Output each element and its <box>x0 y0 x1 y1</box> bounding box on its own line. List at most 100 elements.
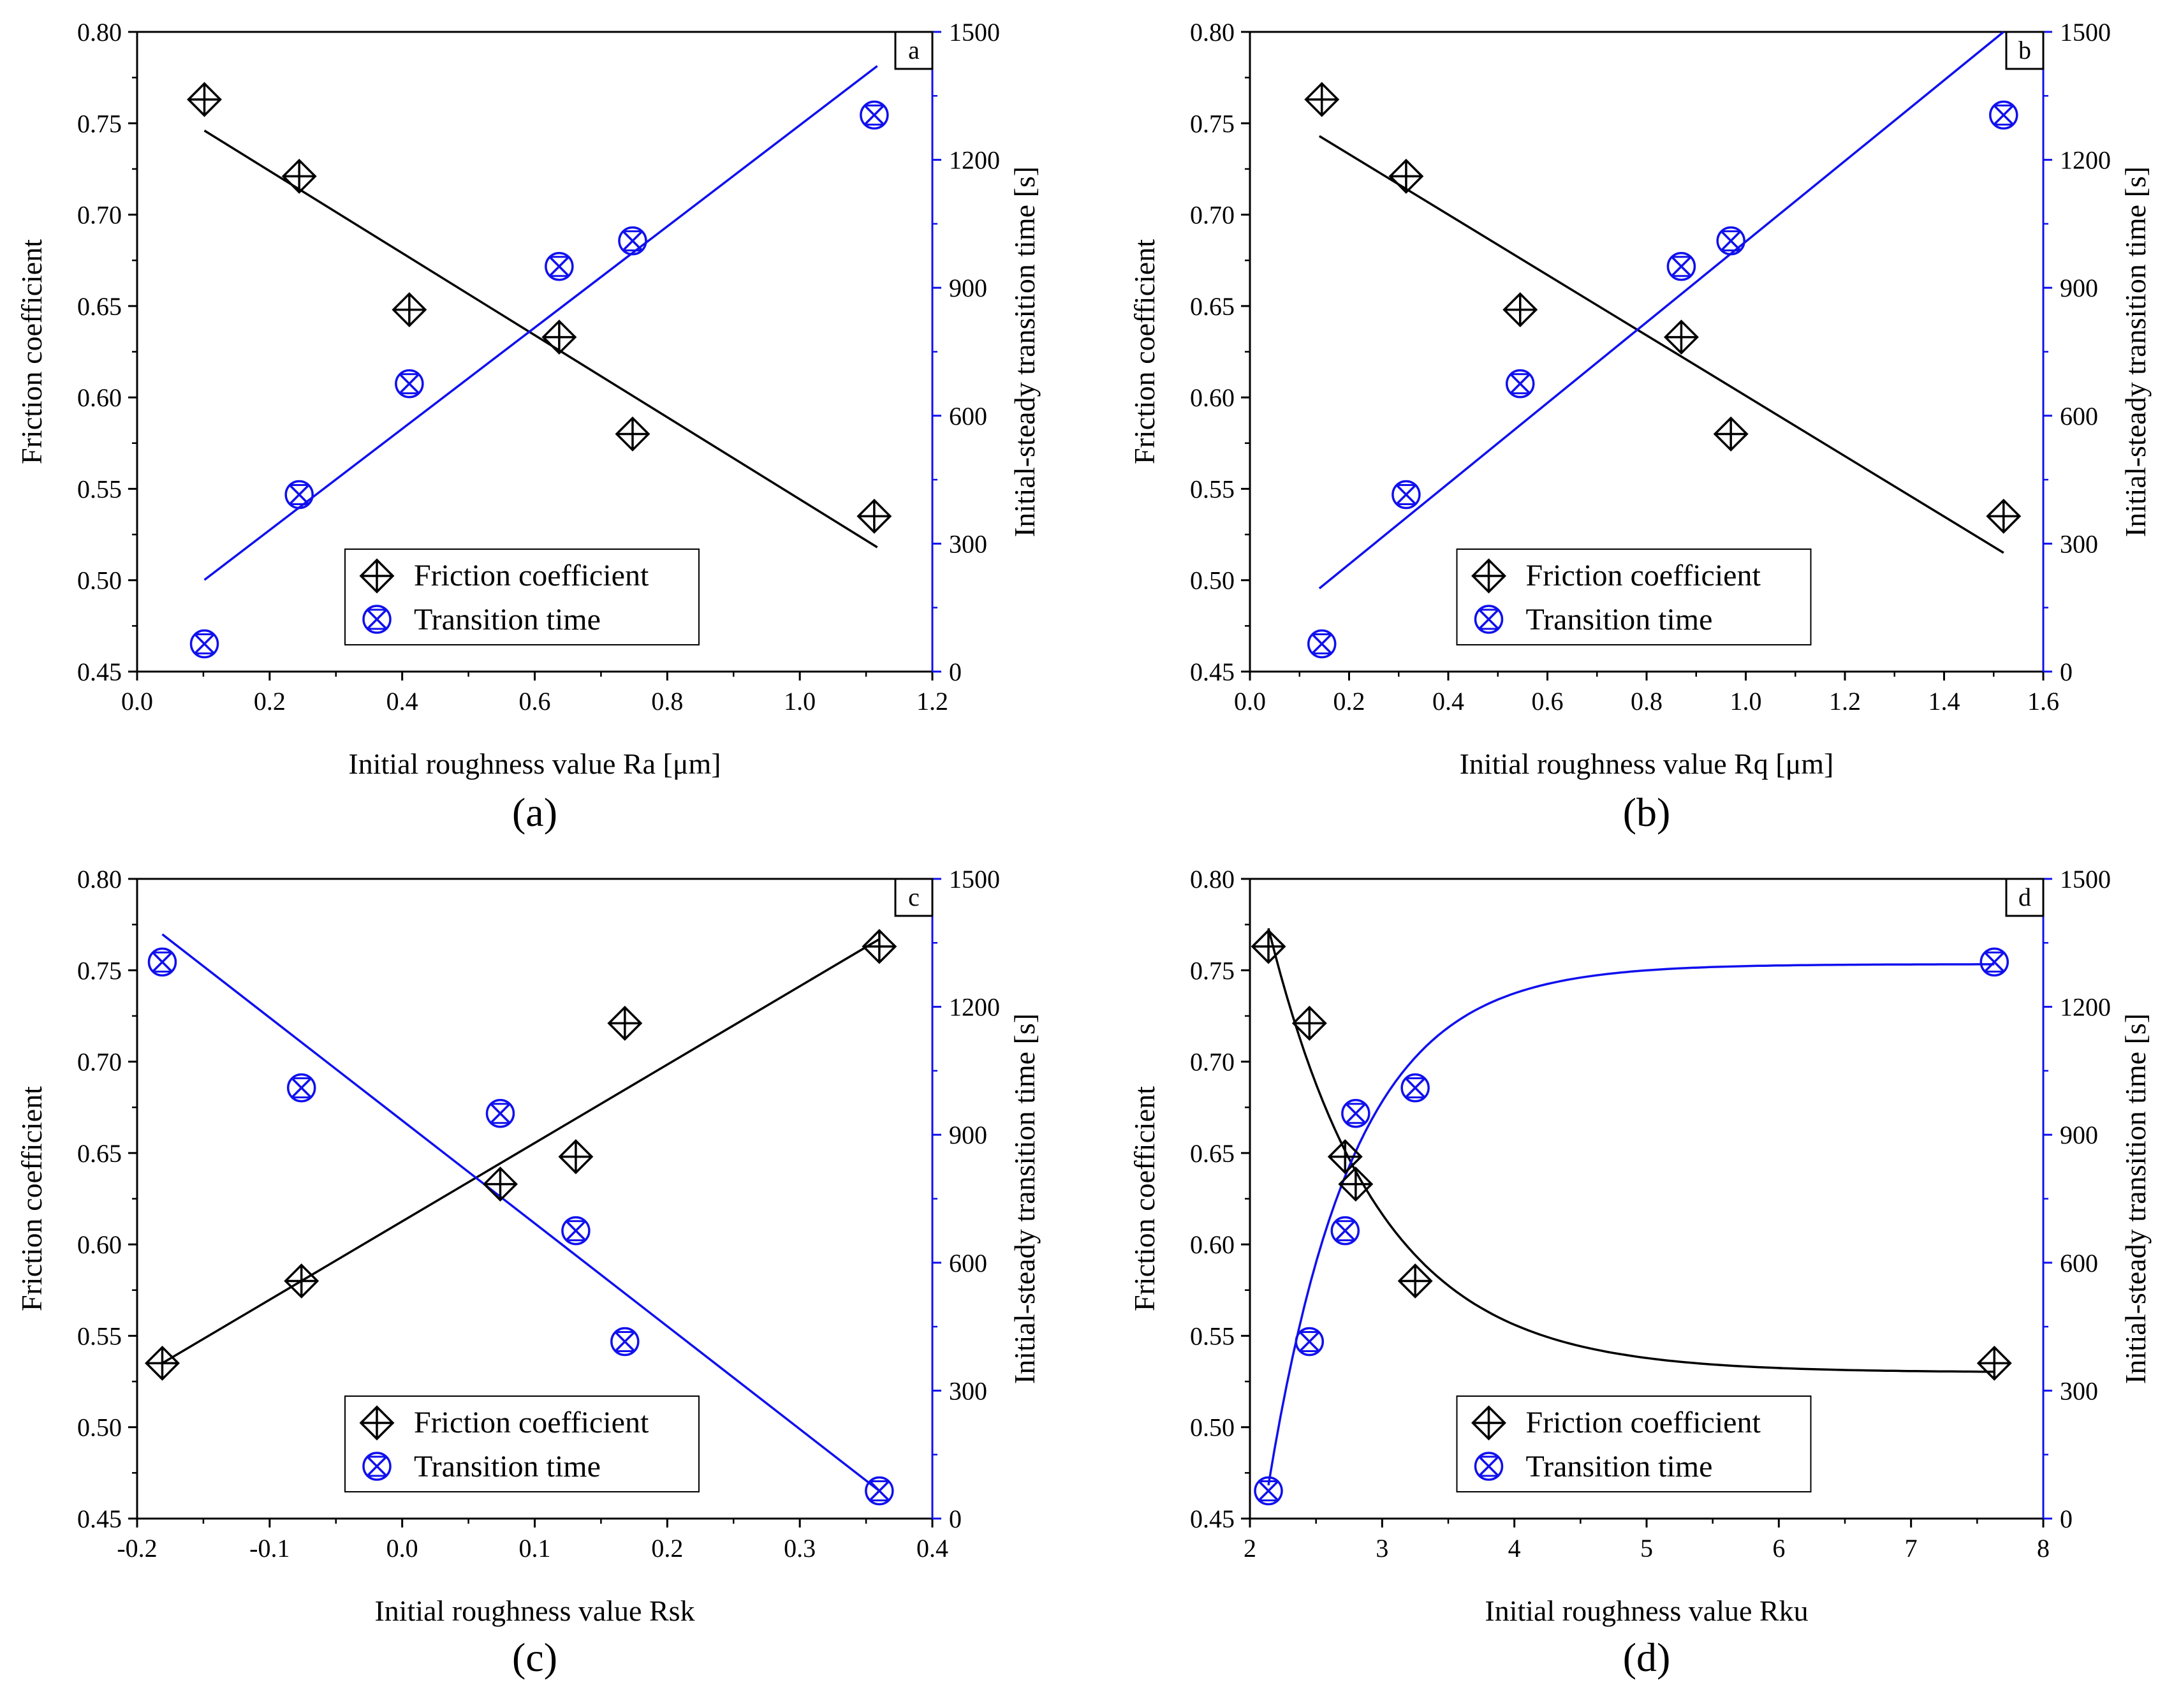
friction-point <box>1502 292 1538 328</box>
transition-point <box>286 1073 316 1103</box>
y2-tick-label: 0 <box>949 1505 962 1533</box>
friction-point <box>558 1139 594 1175</box>
y-axis-title: Friction coefficient <box>15 1086 48 1311</box>
circle-x-lines <box>366 1455 388 1477</box>
y2-tick-label: 1200 <box>2060 993 2111 1022</box>
x-tick-label: 5 <box>1640 1534 1653 1563</box>
friction-point <box>284 1263 319 1299</box>
panel-c: -0.2 -0.1 0.0 0.1 0.2 0.3 0.4 0.45 0.50 0.55 0.60 0… <box>15 865 1041 1680</box>
x-tick-label: 6 <box>1772 1534 1785 1563</box>
friction-point <box>1713 416 1749 452</box>
panel-label-box <box>2005 31 2045 70</box>
y2-axis-title: Initial-steady transition time [s] <box>2119 166 2152 537</box>
circle-x-lines <box>1335 1220 1356 1241</box>
y-tick-label: 0.70 <box>1190 1048 1235 1077</box>
y2-axis-title: Initial-steady transition time [s] <box>1008 166 1041 537</box>
circle-x-lines <box>1671 256 1692 277</box>
transition-point <box>1330 1216 1360 1246</box>
y-tick-label: 0.55 <box>1190 1321 1235 1350</box>
y-tick-label: 0.80 <box>77 18 122 47</box>
x-axis-title: Initial roughness value Rsk <box>374 1594 694 1627</box>
panel-label-box <box>2005 878 2045 917</box>
panel-label: a <box>908 36 920 64</box>
legend-transition-symbol <box>362 605 392 634</box>
y2-tick-label: 0 <box>2060 1505 2073 1533</box>
legend: Friction coefficient Transition time <box>344 1395 700 1492</box>
diamond-cross <box>1293 1007 1326 1040</box>
panel-b: 0.0 0.2 0.4 0.6 0.8 1.0 1.2 1.4 1.6 0.45 0.50 0.55 0… <box>1128 18 2152 835</box>
y-tick-label: 0.45 <box>77 658 122 686</box>
circle-x-bars <box>367 1455 386 1477</box>
legend-friction-label: Friction coefficient <box>414 559 649 593</box>
y-axis-title: Friction coefficient <box>15 239 48 464</box>
y-tick-label: 0.60 <box>77 383 122 412</box>
legend-friction-symbol <box>359 1405 395 1441</box>
x-tick-label: 0.0 <box>386 1534 418 1563</box>
fit-line-transition <box>1318 31 2004 589</box>
x-tick-label: 1.6 <box>2027 687 2059 716</box>
circle-x-bars <box>290 484 309 506</box>
friction-point <box>482 1167 518 1202</box>
circle-outline <box>1505 369 1535 399</box>
circle-outline <box>1979 947 2009 977</box>
friction-point <box>1291 1005 1327 1041</box>
circle-outline <box>1307 629 1337 659</box>
transition-point <box>1392 480 1421 510</box>
transition-point <box>1295 1327 1325 1357</box>
transition-point <box>1716 226 1745 256</box>
circle-outline <box>1989 100 2018 130</box>
y-tick-label: 0.65 <box>77 1139 122 1168</box>
circle-x-bars <box>549 256 569 277</box>
panel-caption: (a) <box>512 790 557 835</box>
friction-point <box>1327 1139 1363 1175</box>
transition-point <box>189 629 219 659</box>
y-tick-label: 0.50 <box>1190 1413 1235 1442</box>
y-tick-label: 0.45 <box>1190 1505 1235 1533</box>
diamond-cross <box>188 84 221 116</box>
friction-point <box>856 498 892 534</box>
x-tick-label: 0.8 <box>1631 687 1663 716</box>
panel-label: d <box>2018 883 2031 911</box>
circle-x-bars <box>1406 1077 1425 1099</box>
transition-point <box>1989 100 2018 130</box>
circle-outline <box>1392 480 1421 510</box>
panel-caption: (c) <box>512 1635 557 1680</box>
legend-box <box>344 1395 700 1492</box>
y2-tick-label: 1500 <box>949 18 1000 47</box>
y2-tick-label: 1200 <box>2060 146 2111 175</box>
circle-x-bars <box>1300 1331 1319 1352</box>
x-tick-label: 0.0 <box>1234 687 1266 716</box>
circle-x-bars <box>1721 230 1741 252</box>
fit-line-friction <box>203 129 878 548</box>
circle-outline <box>865 1476 894 1506</box>
friction-point <box>541 320 577 355</box>
friction-point <box>1397 1263 1433 1299</box>
y-tick-label: 0.50 <box>77 1413 122 1442</box>
circle-x-bars <box>195 633 214 655</box>
circle-outline <box>860 100 889 130</box>
y-axis-title: Friction coefficient <box>1128 1086 1161 1311</box>
x-tick-label: 0.4 <box>386 687 418 716</box>
y2-tick-label: 1200 <box>949 146 1000 175</box>
diamond-cross <box>1399 1265 1432 1297</box>
x-tick-label: 4 <box>1508 1534 1521 1563</box>
circle-outline <box>284 480 314 510</box>
y2-tick-label: 300 <box>949 1376 987 1405</box>
transition-point <box>395 369 424 399</box>
friction-point <box>862 929 897 964</box>
circle-x-lines <box>1478 608 1499 630</box>
circle-x-lines <box>565 1220 587 1241</box>
circle-x-lines <box>622 230 643 251</box>
circle-x-bars <box>566 1220 585 1242</box>
diamond-cross <box>393 293 425 326</box>
legend-transition-label: Transition time <box>1526 603 1713 637</box>
fit-line-friction <box>1267 927 1995 1373</box>
x-tick-label: 0.2 <box>1333 687 1365 716</box>
circle-outline <box>561 1216 591 1246</box>
circle-x-lines <box>1311 633 1332 654</box>
y-tick-label: 0.75 <box>77 109 122 138</box>
y2-tick-label: 300 <box>949 529 987 558</box>
circle-x-lines <box>1984 952 2005 973</box>
circle-x-lines <box>1345 1103 1367 1124</box>
diamond-outline <box>284 1263 319 1299</box>
